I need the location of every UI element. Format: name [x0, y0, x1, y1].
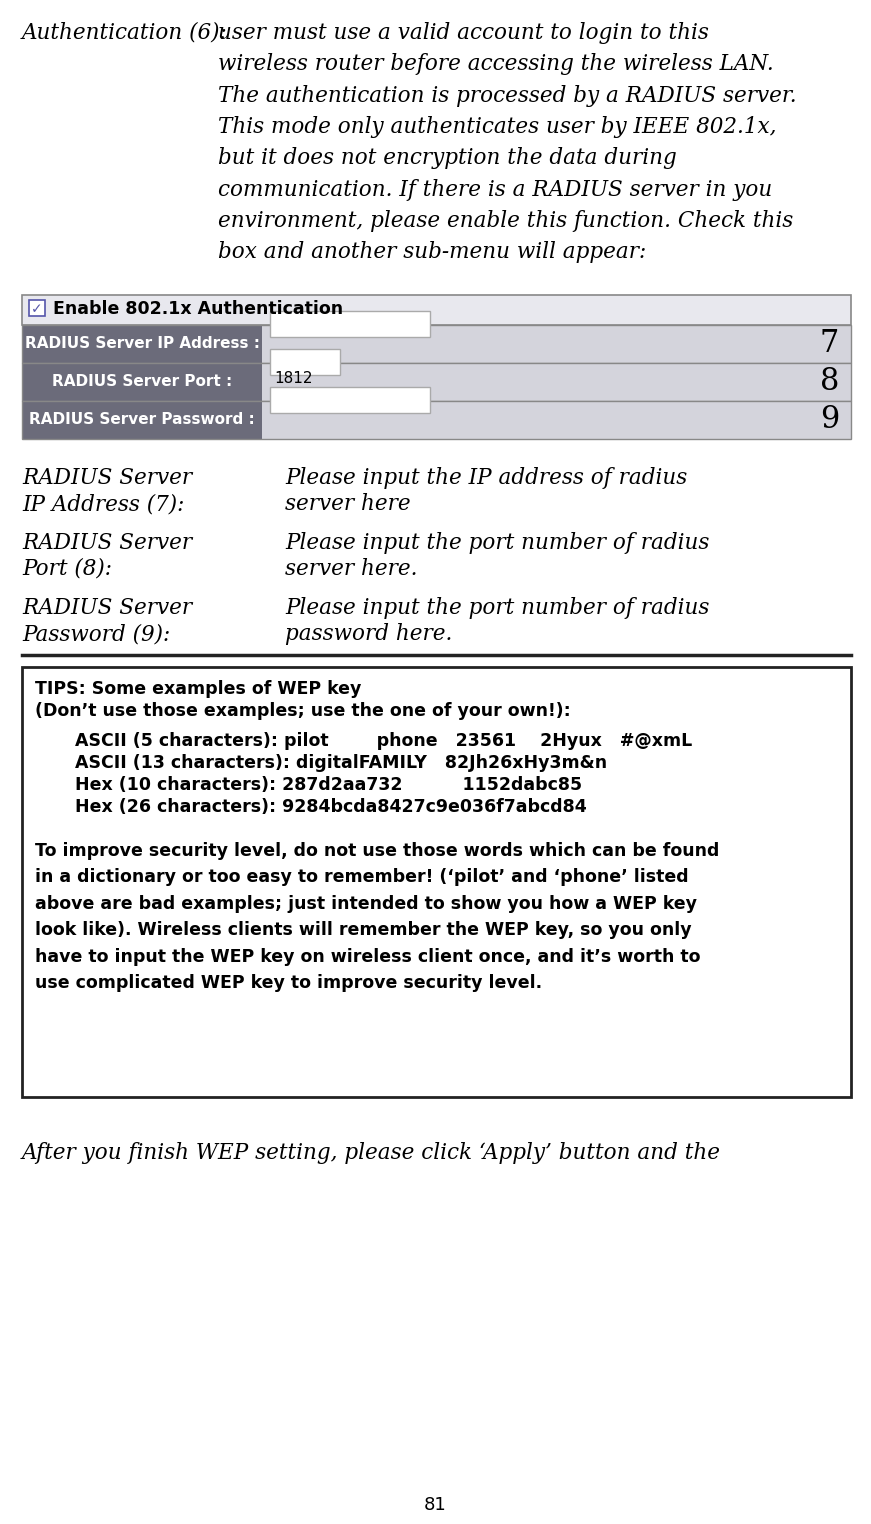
- Text: Port (8):: Port (8):: [22, 558, 112, 581]
- Text: ✓: ✓: [31, 302, 43, 315]
- Text: Please input the IP address of radius: Please input the IP address of radius: [285, 466, 687, 489]
- Text: 1812: 1812: [274, 370, 313, 386]
- Text: 7: 7: [820, 329, 839, 360]
- Text: ASCII (13 characters): digitalFAMILY   82Jh26xHy3m&n: ASCII (13 characters): digitalFAMILY 82J…: [75, 754, 607, 773]
- Bar: [22, 401, 851, 439]
- Text: password here.: password here.: [285, 623, 452, 645]
- Bar: [262, 363, 851, 401]
- Bar: [22, 325, 851, 363]
- Text: RADIUS Server IP Address :: RADIUS Server IP Address :: [24, 337, 260, 352]
- Text: Hex (10 characters): 287d2aa732          1152dabc85: Hex (10 characters): 287d2aa732 1152dabc…: [75, 776, 582, 794]
- Text: user must use a valid account to login to this
wireless router before accessing : user must use a valid account to login t…: [218, 21, 797, 264]
- Text: After you finish WEP setting, please click ‘Apply’ button and the: After you finish WEP setting, please cli…: [22, 1141, 721, 1164]
- Text: Enable 802.1x Authentication: Enable 802.1x Authentication: [53, 300, 343, 319]
- Text: To improve security level, do not use those words which can be found
in a dictio: To improve security level, do not use th…: [35, 841, 719, 992]
- Bar: [22, 401, 262, 439]
- Text: Please input the port number of radius: Please input the port number of radius: [285, 532, 709, 555]
- Text: server here.: server here.: [285, 558, 417, 581]
- Text: Please input the port number of radius: Please input the port number of radius: [285, 597, 709, 619]
- Bar: [270, 349, 340, 375]
- Text: (Don’t use those examples; use the one of your own!):: (Don’t use those examples; use the one o…: [35, 703, 571, 719]
- Bar: [262, 401, 851, 439]
- Text: IP Address (7):: IP Address (7):: [22, 492, 185, 515]
- Bar: [22, 296, 851, 325]
- Text: Hex (26 characters): 9284bcda8427c9e036f7abcd84: Hex (26 characters): 9284bcda8427c9e036f…: [75, 799, 587, 815]
- Bar: [22, 325, 262, 363]
- Text: RADIUS Server Password :: RADIUS Server Password :: [29, 413, 255, 428]
- Bar: [270, 311, 430, 337]
- Text: RADIUS Server: RADIUS Server: [22, 532, 192, 555]
- Bar: [262, 325, 851, 363]
- Bar: [270, 387, 430, 413]
- Text: 8: 8: [820, 366, 839, 398]
- Text: RADIUS Server: RADIUS Server: [22, 597, 192, 619]
- Text: 81: 81: [424, 1497, 447, 1513]
- Text: ASCII (5 characters): pilot        phone   23561    2Hyux   #@xmL: ASCII (5 characters): pilot phone 23561 …: [75, 732, 692, 750]
- Text: RADIUS Server: RADIUS Server: [22, 466, 192, 489]
- Bar: [22, 668, 851, 1097]
- Text: RADIUS Server Port :: RADIUS Server Port :: [52, 375, 233, 390]
- Bar: [22, 363, 262, 401]
- Bar: [22, 363, 851, 401]
- Text: 9: 9: [820, 404, 839, 436]
- Text: Authentication (6):: Authentication (6):: [22, 21, 227, 44]
- Bar: [29, 300, 45, 315]
- Text: Password (9):: Password (9):: [22, 623, 170, 645]
- Text: server here: server here: [285, 492, 410, 515]
- Text: TIPS: Some examples of WEP key: TIPS: Some examples of WEP key: [35, 680, 361, 698]
